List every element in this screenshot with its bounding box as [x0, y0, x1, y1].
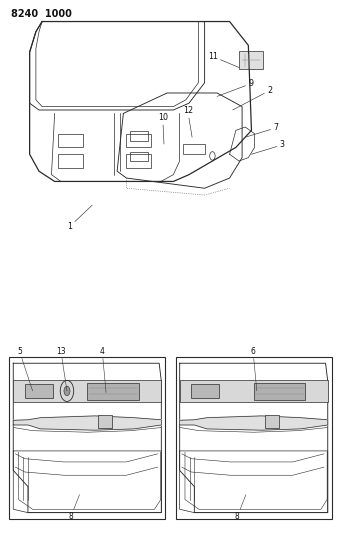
Text: 12: 12	[183, 107, 193, 137]
Bar	[176, 357, 332, 519]
Text: 9: 9	[217, 79, 253, 96]
Text: 2: 2	[233, 86, 272, 110]
Bar	[180, 379, 328, 402]
Text: 13: 13	[56, 346, 67, 391]
Text: 10: 10	[158, 113, 168, 144]
Text: 1: 1	[67, 205, 92, 231]
Bar	[9, 357, 165, 519]
Polygon shape	[13, 416, 161, 430]
Polygon shape	[180, 416, 328, 430]
Bar	[127, 154, 151, 168]
Bar	[87, 383, 139, 400]
Bar	[98, 415, 112, 427]
Text: 8: 8	[235, 495, 246, 521]
Bar	[191, 384, 219, 398]
Bar	[239, 51, 263, 69]
Text: 8240  1000: 8240 1000	[11, 9, 72, 19]
Bar	[58, 154, 83, 168]
Text: 5: 5	[17, 346, 33, 391]
Bar	[265, 415, 279, 427]
Text: 4: 4	[100, 346, 106, 392]
Bar	[25, 384, 53, 398]
Text: 8: 8	[69, 495, 79, 521]
Bar	[183, 144, 205, 154]
Text: 7: 7	[245, 124, 279, 137]
Text: 11: 11	[208, 52, 239, 68]
Bar	[130, 151, 148, 161]
Bar	[130, 131, 148, 141]
Circle shape	[64, 386, 70, 395]
Bar	[58, 134, 83, 148]
Bar	[254, 383, 305, 400]
Bar	[127, 134, 151, 148]
Text: 3: 3	[251, 140, 285, 154]
Text: 6: 6	[251, 346, 257, 391]
Bar	[13, 379, 161, 402]
